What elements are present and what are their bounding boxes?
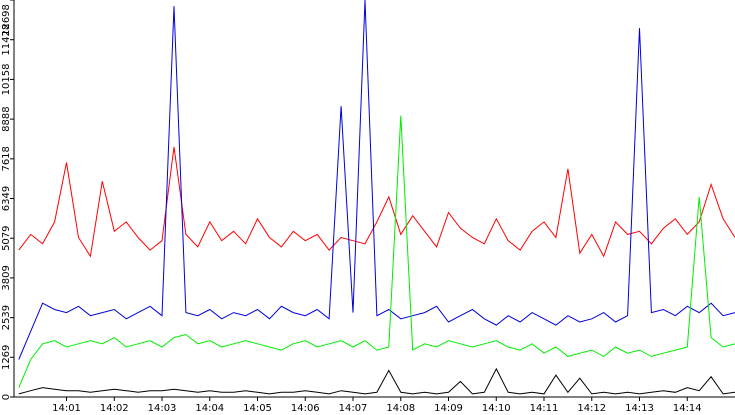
y-tick-label: 5079 — [1, 225, 12, 250]
y-tick-label: 3809 — [1, 265, 12, 290]
y-tick-label: 7618 — [1, 146, 12, 171]
y-tick-label: 12698 — [1, 4, 12, 36]
x-tick-label: 14:07 — [339, 403, 368, 414]
x-tick-label: 14:10 — [482, 403, 511, 414]
y-tick-label: 2539 — [1, 305, 12, 330]
y-tick-label: 0 — [1, 394, 12, 400]
x-tick-label: 14:08 — [386, 403, 415, 414]
x-tick-label: 14:13 — [625, 403, 654, 414]
y-tick-label: 8888 — [1, 106, 12, 131]
x-tick-label: 14:12 — [577, 403, 606, 414]
x-tick-label: 14:04 — [195, 403, 224, 414]
y-tick-label: 11428 — [1, 24, 12, 56]
x-tick-label: 14:02 — [100, 403, 129, 414]
x-tick-label: 14:01 — [52, 403, 81, 414]
x-tick-label: 14:09 — [434, 403, 463, 414]
x-tick-label: 14:06 — [291, 403, 320, 414]
y-tick-label: 6349 — [1, 186, 12, 211]
y-tick-label: 1269 — [1, 345, 12, 370]
series-line — [18, 367, 735, 395]
x-tick-label: 14:03 — [148, 403, 177, 414]
series-line — [18, 115, 735, 388]
series-line — [18, 146, 735, 258]
x-tick-label: 14:14 — [673, 403, 702, 414]
x-tick-label: 14:11 — [530, 403, 559, 414]
series-line — [18, 0, 735, 360]
x-tick-label: 14:05 — [243, 403, 272, 414]
y-tick-label: 10158 — [1, 64, 12, 96]
